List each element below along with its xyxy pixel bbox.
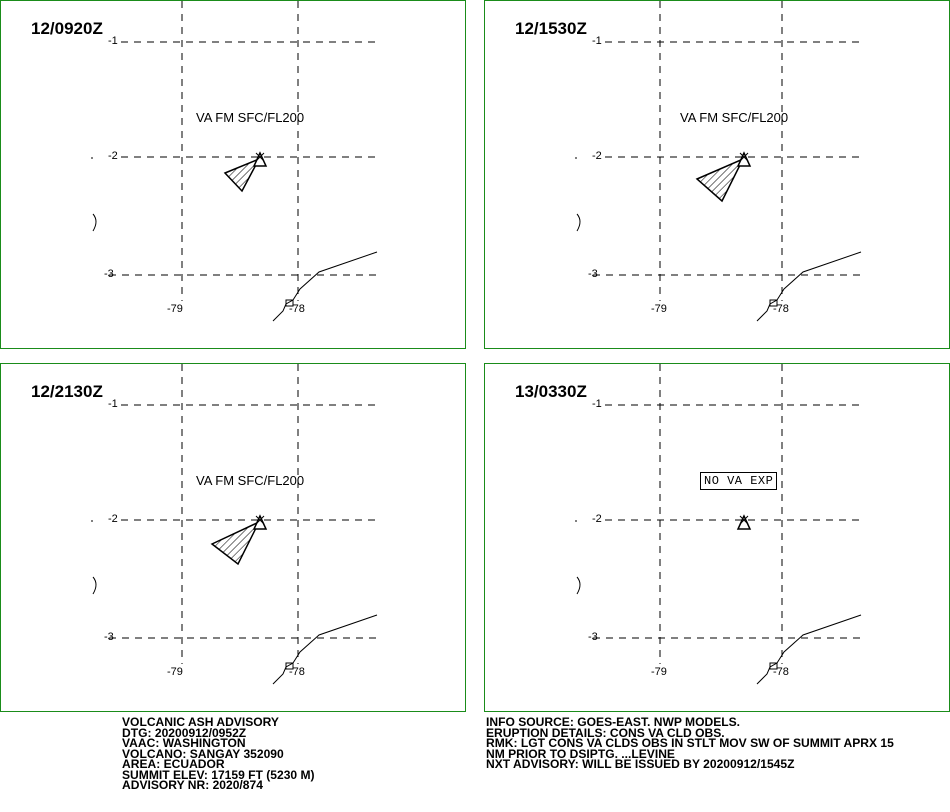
volcano-symbol (736, 514, 752, 530)
lat-label: -3 (588, 268, 598, 280)
advisory-line: NM PRIOR TO DSIPTG. ...LEVINE (486, 748, 675, 761)
advisory-line: VAAC: WASHINGTON (122, 738, 246, 750)
volcano-symbol (736, 151, 752, 167)
lat-label: -3 (104, 268, 114, 280)
ash-cloud (695, 157, 745, 203)
volcano-symbol (252, 151, 268, 167)
advisory-line: VOLCANIC ASH ADVISORY (122, 717, 279, 729)
lon-label: -79 (651, 666, 667, 678)
ash-cloud (210, 520, 261, 566)
lat-label: -2 (108, 150, 118, 162)
va-level-label: VA FM SFC/FL200 (196, 110, 305, 125)
volcano-symbol (252, 514, 268, 530)
lat-label: -3 (588, 631, 598, 643)
lat-label: -1 (108, 35, 118, 47)
map-graphics (575, 364, 862, 685)
map-panel-3: 12/2130Z -1 -2 -3 -79 -78 VA FM SFC/FL20… (0, 363, 466, 712)
lon-label: -78 (773, 666, 789, 678)
advisory-line: VOLCANO: SANGAY 352090 (122, 748, 284, 761)
lat-label: -2 (592, 150, 602, 162)
map-panel-2: 12/1530Z -1 -2 -3 -79 -78 VA FM SFC/FL20… (484, 0, 950, 349)
lon-label: -79 (651, 303, 667, 315)
advisory-line: AREA: ECUADOR (122, 759, 225, 771)
advisory-line: SUMMIT ELEV: 17159 FT (5230 M) (122, 769, 315, 782)
lon-label: -78 (773, 303, 789, 315)
panel-time-label: 12/1530Z (515, 19, 587, 38)
map-graphics (91, 1, 378, 322)
lat-label: -1 (592, 35, 602, 47)
panel-time-label: 12/0920Z (31, 19, 103, 38)
lon-label: -78 (289, 666, 305, 678)
advisory-line: RMK: LGT CONS VA CLDS OBS IN STLT MOV SW… (486, 738, 894, 750)
advisory-line: ERUPTION DETAILS: CONS VA CLD OBS. (486, 727, 725, 740)
map-graphics (91, 364, 378, 685)
map-graphics (575, 1, 862, 322)
lat-label: -3 (104, 631, 114, 643)
advisory-line: ADVISORY NR: 2020/874 (122, 780, 263, 792)
map-panel-4: 13/0330Z -1 -2 -3 -79 -78 NO VA EXP (484, 363, 950, 712)
map-panel-1: 12/0920Z -1 -2 -3 -79 -78 VA FM SFC/FL20… (0, 0, 466, 349)
lat-label: -2 (108, 513, 118, 525)
advisory-line: NXT ADVISORY: WILL BE ISSUED BY 20200912… (486, 759, 795, 771)
advisory-header-block: VOLCANIC ASH ADVISORY DTG: 20200912/0952… (122, 718, 315, 792)
lon-label: -78 (289, 303, 305, 315)
lat-label: -2 (592, 513, 602, 525)
panel-time-label: 13/0330Z (515, 382, 587, 401)
advisory-line: DTG: 20200912/0952Z (122, 727, 247, 740)
lat-label: -1 (108, 398, 118, 410)
lat-label: -1 (592, 398, 602, 410)
va-level-label: VA FM SFC/FL200 (680, 110, 789, 125)
lon-label: -79 (167, 666, 183, 678)
ash-cloud (223, 157, 261, 193)
lon-label: -79 (167, 303, 183, 315)
advisory-remarks-block: INFO SOURCE: GOES-EAST. NWP MODELS. ERUP… (486, 718, 894, 771)
no-va-expected-box: NO VA EXP (700, 472, 778, 490)
panel-time-label: 12/2130Z (31, 382, 103, 401)
advisory-line: INFO SOURCE: GOES-EAST. NWP MODELS. (486, 717, 741, 729)
va-level-label: VA FM SFC/FL200 (196, 473, 305, 488)
